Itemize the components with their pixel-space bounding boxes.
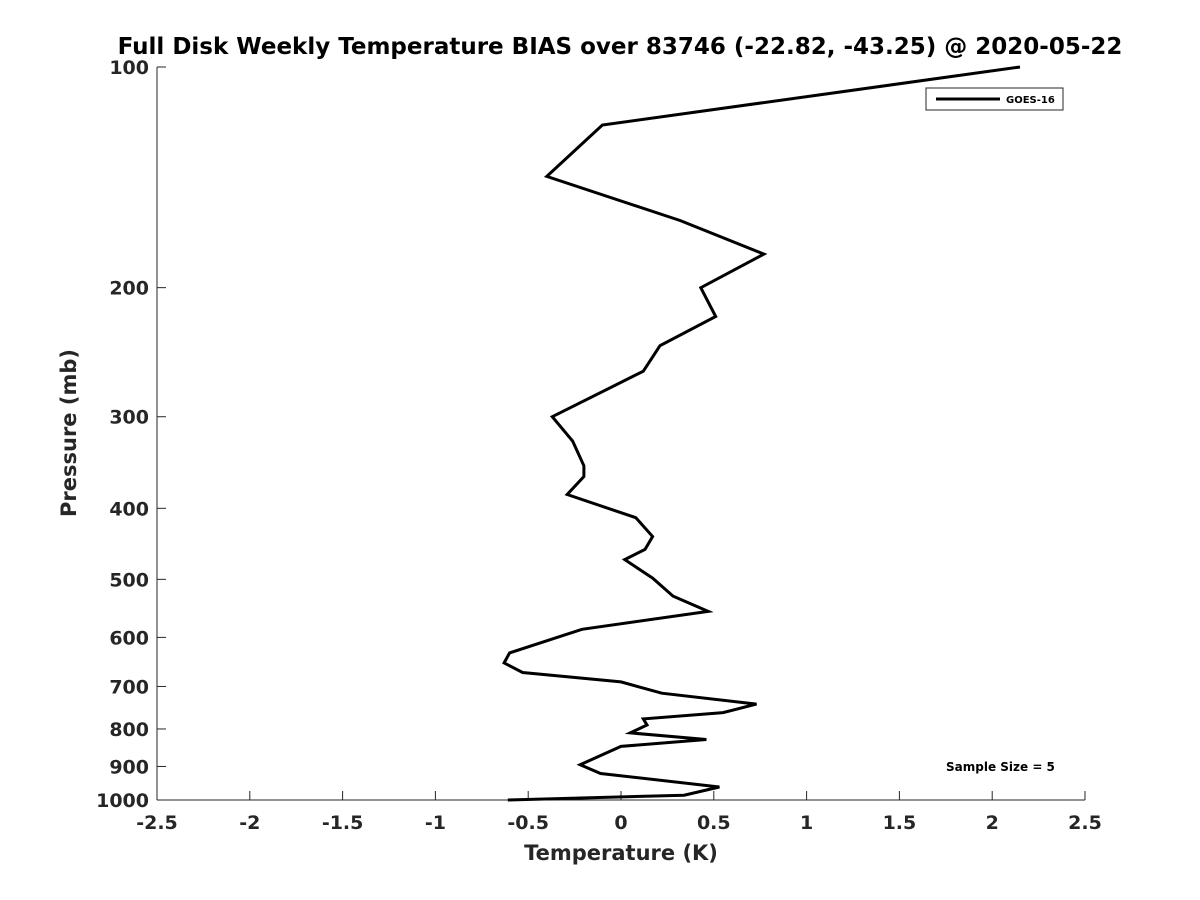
y-tick-label: 300 [109,407,149,429]
y-tick-label: 500 [109,569,149,591]
x-tick-label: -1 [425,812,446,834]
y-tick-label: 700 [109,676,149,698]
y-axis-ticks: 100 200 300 400 500 600 700 800 900 1000 [96,57,166,812]
x-axis-label: Temperature (K) [524,841,718,865]
y-tick-label: 200 [109,278,149,300]
x-tick-label: 0 [614,812,627,834]
y-tick-label: 900 [109,756,149,778]
y-tick-label: 1000 [96,790,149,812]
x-tick-label: -2.5 [136,812,178,834]
legend-label-goes-16: GOES-16 [1006,95,1055,106]
x-tick-label: -0.5 [507,812,549,834]
y-tick-label: 400 [109,498,149,520]
x-tick-label: 2.5 [1068,812,1102,834]
x-tick-label: 1.5 [883,812,917,834]
x-tick-label: 2 [986,812,999,834]
legend: GOES-16 [925,87,1064,111]
series-line-goes-16 [502,65,1021,802]
x-tick-label: -2 [239,812,260,834]
x-tick-label: -1.5 [322,812,364,834]
x-tick-label: 0.5 [697,812,731,834]
y-tick-label: 800 [109,719,149,741]
plot-area: -2.5 -2 -1.5 -1 -0.5 0 0.5 1 1.5 2 2.5 100 200 300 40… [96,57,1102,834]
y-tick-label: 600 [109,627,149,649]
x-tick-label: 1 [800,812,813,834]
y-axis-label: Pressure (mb) [57,349,81,517]
x-axis-ticks: -2.5 -2 -1.5 -1 -0.5 0 0.5 1 1.5 2 2.5 [136,791,1102,834]
sample-size-annotation: Sample Size = 5 [946,760,1055,774]
chart-title: Full Disk Weekly Temperature BIAS over 8… [118,34,1123,60]
y-tick-label: 100 [109,57,149,79]
series-layer [502,65,1021,802]
